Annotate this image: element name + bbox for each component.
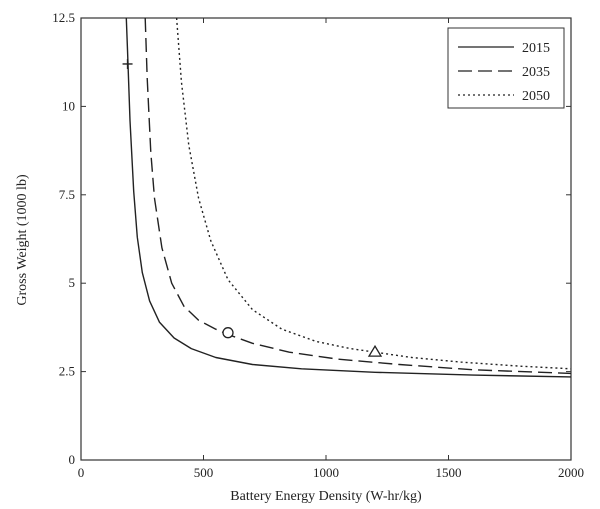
marker-circle-2035 [222,327,234,339]
legend-label-2035: 2035 [522,65,550,80]
x-axis-title: Battery Energy Density (W-hr/kg) [230,489,422,504]
axis-ticks: 0 500 1000 1500 2000 0 2.5 5 7.5 10 12.5 [52,10,584,480]
y-tick-label: 10 [62,98,75,113]
y-tick-label: 0 [69,452,76,467]
series-line-2035 [144,17,572,375]
legend-box [447,27,565,109]
legend-label-2015: 2015 [522,41,550,56]
marker-triangle-2050 [367,344,383,357]
legend-label-2050: 2050 [522,89,550,104]
legend: 2015 2035 2050 [447,27,565,109]
marker-plus-2015 [122,58,133,69]
y-tick-label: 7.5 [59,187,75,202]
series-markers [122,58,383,357]
series-lines [125,17,572,378]
x-tick-label: 2000 [558,465,584,480]
y-tick-label: 2.5 [59,364,75,379]
y-tick-label: 5 [69,275,76,290]
y-axis-title: Gross Weight (1000 lb) [15,174,30,306]
series-line-2015 [125,17,572,378]
x-tick-label: 1000 [313,465,339,480]
x-tick-label: 500 [194,465,214,480]
x-tick-label: 0 [78,465,85,480]
series-line-2050 [175,17,572,370]
y-tick-label: 12.5 [52,10,75,25]
x-tick-label: 1500 [436,465,462,480]
